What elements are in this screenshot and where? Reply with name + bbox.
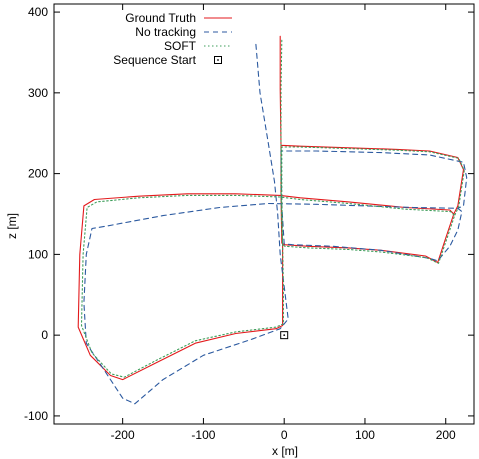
y-tick-label: -100 [24, 409, 48, 423]
x-tick-label: -100 [191, 428, 215, 442]
x-tick-label: 0 [281, 428, 288, 442]
legend-label-no-tracking: No tracking [135, 25, 196, 39]
legend-label-sequence-start: Sequence Start [113, 53, 196, 67]
sequence-start-marker [280, 331, 289, 340]
plot-frame [53, 3, 475, 425]
y-tick-label: 0 [41, 328, 48, 342]
x-tick-label: 200 [436, 428, 456, 442]
series-layer [77, 35, 468, 405]
y-tick-label: 300 [28, 86, 48, 100]
legend-sample-marker [214, 56, 222, 64]
axes-layer: -200 -100 0 100 200 -100 0 100 200 300 400 [24, 3, 475, 442]
series-line-soft [80, 39, 465, 378]
y-axis-label: z [m] [5, 213, 19, 239]
x-tick-label: 100 [355, 428, 375, 442]
legend-label-soft: SOFT [164, 39, 197, 53]
series-line-ground-truth [77, 35, 465, 381]
y-tick-label: 400 [28, 5, 48, 19]
series-line-no-tracking [83, 43, 468, 405]
sequence-start-marker-dot [283, 334, 286, 337]
legend-label-ground-truth: Ground Truth [125, 11, 196, 25]
legend-sample-marker-dot [217, 59, 219, 61]
y-tick-label: 200 [28, 167, 48, 181]
x-tick-label: -200 [111, 428, 135, 442]
y-tick-label: 100 [28, 247, 48, 261]
x-axis-label: x [m] [272, 444, 298, 458]
